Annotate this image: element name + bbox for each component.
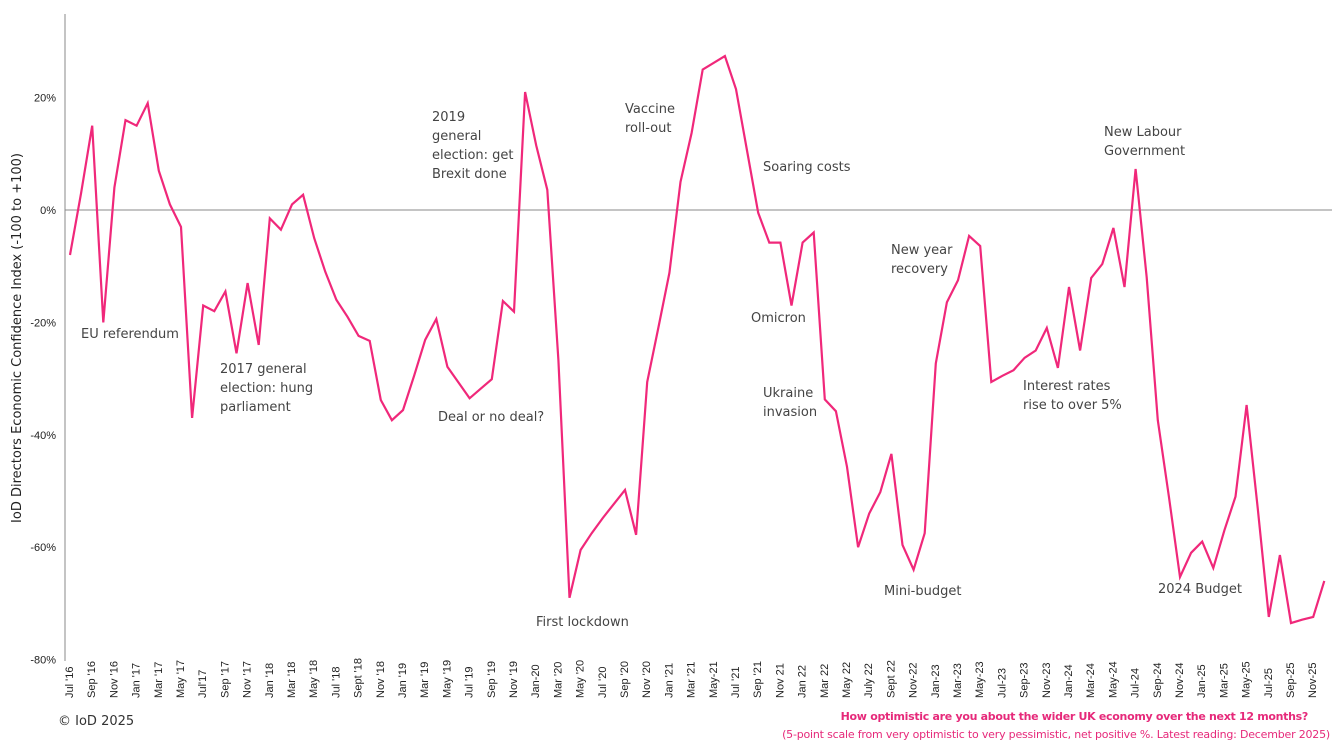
x-tick-label: Jan-25 — [1196, 664, 1208, 698]
annotation-label: First lockdown — [536, 615, 629, 630]
annotation-label: New year recovery — [891, 243, 953, 277]
x-tick-label: May-21 — [708, 661, 720, 698]
x-tick-label: Mar-23 — [952, 663, 964, 698]
x-axis: Jul '16 Sep '16 Nov '16 Jan '17 Mar '17 May '… — [64, 658, 1319, 698]
annotation-label: Interest rates rise to over 5% — [1023, 379, 1122, 413]
x-tick-label: Jan '18 — [264, 663, 276, 698]
y-tick-label: -20% — [30, 317, 56, 329]
y-tick-label: -80% — [30, 655, 56, 667]
x-tick-label: Sept '18 — [353, 658, 365, 698]
y-tick-label: -60% — [30, 542, 56, 554]
annotation-label: Vaccine roll-out — [625, 102, 675, 136]
y-tick-label: -40% — [30, 430, 56, 442]
x-tick-label: Mar '19 — [419, 662, 431, 698]
x-tick-label: Sep '19 — [486, 661, 498, 698]
x-tick-label: May-24 — [1107, 661, 1119, 698]
annotation-label: EU referendum — [81, 327, 179, 342]
survey-question: How optimistic are you about the wider U… — [840, 710, 1309, 723]
y-tick-label: 0% — [40, 205, 56, 217]
y-axis-label: IoD Directors Economic Confidence Index … — [10, 153, 25, 523]
x-tick-label: Jan-23 — [930, 664, 942, 698]
x-tick-label: Nov '17 — [242, 661, 254, 698]
x-tick-label: Mar '21 — [686, 662, 698, 698]
x-tick-label: May '20 — [575, 660, 587, 698]
x-tick-label: Jul '16 — [64, 667, 76, 698]
x-tick-label: Nov '16 — [108, 661, 120, 698]
confidence-index-chart: 20% 0% -20% -40% -60% -80% Jul '16 Sep '16 Nov … — [10, 14, 1332, 698]
x-tick-label: Mar '20 — [552, 662, 564, 698]
x-tick-label: Jul-23 — [996, 668, 1008, 698]
x-tick-label: Jul'17 — [197, 670, 209, 698]
annotation-label: Ukraine invasion — [763, 386, 817, 420]
x-tick-label: Jan '21 — [663, 663, 675, 698]
x-tick-label: Sep '21 — [752, 661, 764, 698]
x-tick-label: May '19 — [441, 660, 453, 698]
x-tick-label: Jan '17 — [131, 663, 143, 698]
annotation-label: 2024 Budget — [1158, 582, 1242, 597]
x-tick-label: Sep-24 — [1152, 663, 1164, 698]
x-tick-label: Nov '20 — [641, 661, 653, 698]
survey-note: (5-point scale from very optimistic to v… — [782, 728, 1330, 741]
annotation-label: New Labour Government — [1104, 125, 1185, 159]
x-tick-label: May '18 — [308, 660, 320, 698]
x-tick-label: Jul-24 — [1130, 668, 1142, 698]
x-tick-label: Sep '16 — [86, 661, 98, 698]
x-tick-label: May-23 — [974, 661, 986, 698]
annotation-label: Omicron — [751, 311, 806, 326]
event-annotations: EU referendum 2017 general election: hung p… — [81, 102, 1242, 630]
x-tick-label: May-25 — [1241, 661, 1253, 698]
x-tick-label: May '17 — [175, 660, 187, 698]
x-tick-label: Jan '19 — [397, 663, 409, 698]
x-tick-label: Nov '18 — [375, 661, 387, 698]
annotation-label: Deal or no deal? — [438, 410, 544, 425]
x-tick-label: Nov '19 — [508, 661, 520, 698]
x-tick-label: Nov-24 — [1174, 663, 1186, 698]
x-tick-label: Jul '21 — [730, 667, 742, 698]
x-tick-label: Nov 21 — [774, 663, 786, 698]
x-tick-label: Jul '19 — [464, 667, 476, 698]
annotation-label: Mini-budget — [884, 584, 961, 599]
annotation-label: 2017 general election: hung parliament — [220, 362, 313, 415]
x-tick-label: Nov-22 — [908, 663, 920, 698]
copyright-notice: © IoD 2025 — [58, 714, 135, 729]
x-tick-label: Mar 22 — [819, 664, 831, 698]
annotation-label: 2019 general election: get Brexit done — [432, 110, 514, 182]
x-tick-label: July 22 — [863, 663, 875, 698]
x-tick-label: Mar '18 — [286, 662, 298, 698]
y-tick-label: 20% — [34, 93, 56, 105]
x-tick-label: Jan 22 — [797, 665, 809, 698]
x-tick-label: Jul-25 — [1263, 668, 1275, 698]
x-tick-label: Sept 22 — [885, 660, 897, 698]
x-tick-label: Mar-24 — [1085, 663, 1097, 698]
x-tick-label: Jan-24 — [1063, 664, 1075, 698]
x-tick-label: Nov-23 — [1041, 663, 1053, 698]
x-tick-label: Jan-20 — [530, 664, 542, 698]
x-tick-label: Mar-25 — [1218, 663, 1230, 698]
x-tick-label: Sep-25 — [1285, 663, 1297, 698]
data-series-line — [68, 54, 1326, 625]
x-tick-label: Jul '18 — [330, 667, 342, 698]
annotation-label: Soaring costs — [763, 160, 851, 175]
x-tick-label: Jul '20 — [597, 667, 609, 698]
x-tick-label: Mar '17 — [153, 662, 165, 698]
x-tick-label: Sep '20 — [619, 661, 631, 698]
y-axis: 20% 0% -20% -40% -60% -80% — [30, 14, 66, 667]
x-tick-label: May 22 — [841, 662, 853, 698]
x-tick-label: Sep-23 — [1019, 663, 1031, 698]
x-tick-label: Nov-25 — [1307, 663, 1319, 698]
confidence-line — [68, 54, 1326, 625]
x-tick-label: Sep '17 — [219, 661, 231, 698]
